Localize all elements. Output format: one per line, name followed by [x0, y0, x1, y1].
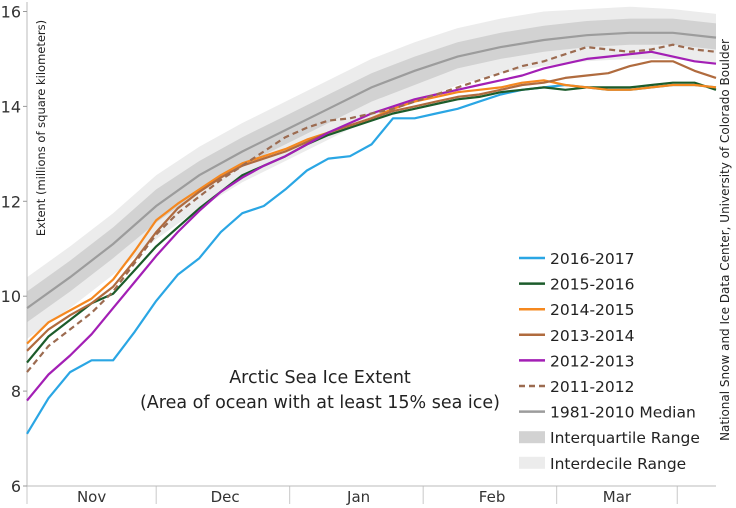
y-tick-label-14: 14 — [1, 97, 21, 116]
range-bands — [27, 6, 716, 339]
legend-label-interdecile-range: Interdecile Range — [550, 455, 686, 473]
axes: 6 8 10 12 14 16 Nov Dec Jan Feb Mar — [1, 2, 716, 506]
legend-swatch-interquartile-range — [519, 431, 545, 444]
month-gridlines — [26, 486, 678, 504]
series-line-median — [26, 31, 717, 309]
x-tick-label-nov: Nov — [77, 488, 106, 506]
chart-subtitle: (Area of ocean with at least 15% sea ice… — [140, 393, 500, 413]
y-tick-label-10: 10 — [1, 287, 21, 306]
x-tick-label-dec: Dec — [211, 488, 240, 506]
credit-text: National Snow and Ice Data Center, Unive… — [718, 39, 732, 441]
legend-label-interquartile-range: Interquartile Range — [550, 429, 700, 447]
series-line-2011-2012 — [26, 43, 717, 373]
legend-label-2013-2014: 2013-2014 — [550, 327, 635, 345]
x-tick-label-mar: Mar — [603, 488, 632, 506]
y-tick-label-12: 12 — [1, 192, 21, 211]
chart-labels: Extent (millions of square kilometers) Na… — [34, 20, 732, 441]
legend-swatch-interdecile-range — [519, 456, 545, 469]
series-line-2013-2014 — [26, 60, 717, 352]
legend-label-2012-2013: 2012-2013 — [550, 352, 635, 370]
y-tick-label-6: 6 — [11, 477, 21, 496]
legend-label-2015-2016: 2015-2016 — [550, 276, 635, 294]
x-tick-label-feb: Feb — [479, 488, 506, 506]
legend-label-2016-2017: 2016-2017 — [550, 250, 635, 268]
x-tick-label-jan: Jan — [346, 488, 370, 506]
chart-title: Arctic Sea Ice Extent — [229, 368, 411, 388]
y-tick-label-16: 16 — [1, 2, 21, 21]
series-lines — [26, 31, 717, 435]
legend: 2016-2017 2015-2016 2014-2015 2013-2014 2012… — [519, 250, 700, 473]
legend-label-2014-2015: 2014-2015 — [550, 301, 635, 319]
legend-label-1981-2010-median: 1981-2010 Median — [550, 404, 696, 422]
y-tick-label-8: 8 — [11, 382, 21, 401]
series-line-2015-2016 — [26, 81, 717, 364]
interquartile-range-band — [27, 18, 716, 323]
legend-label-2011-2012: 2011-2012 — [550, 378, 635, 396]
y-axis-label: Extent (millions of square kilometers) — [34, 20, 48, 236]
